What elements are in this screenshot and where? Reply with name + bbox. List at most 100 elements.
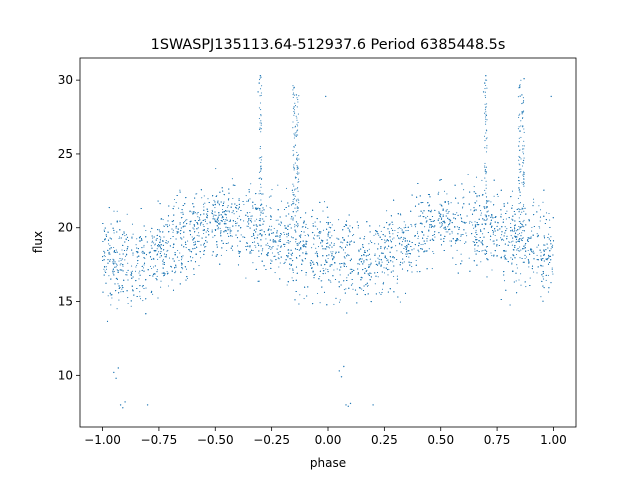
data-point <box>342 242 344 244</box>
data-point <box>386 248 388 250</box>
data-point <box>338 219 340 221</box>
data-point <box>166 250 168 252</box>
data-point <box>267 242 269 244</box>
data-point <box>474 224 476 226</box>
data-point <box>418 251 420 253</box>
data-point <box>254 244 256 247</box>
data-point <box>269 206 271 209</box>
data-point <box>290 218 292 220</box>
data-point <box>329 280 331 282</box>
data-point <box>283 233 285 235</box>
data-point <box>231 212 233 214</box>
data-point <box>438 191 440 193</box>
data-point <box>330 281 332 283</box>
data-point <box>172 223 174 225</box>
data-point <box>135 244 137 246</box>
data-point <box>216 201 219 203</box>
data-point <box>427 235 429 237</box>
data-point <box>336 268 338 270</box>
data-point <box>317 264 319 266</box>
data-point <box>275 219 277 221</box>
data-point <box>441 222 443 224</box>
data-point <box>213 199 215 201</box>
data-point <box>522 237 524 239</box>
data-point <box>336 237 338 239</box>
data-point <box>277 184 279 186</box>
data-point <box>473 227 475 229</box>
data-point <box>521 232 523 234</box>
data-point <box>403 221 405 223</box>
data-point <box>393 275 395 278</box>
data-point <box>203 232 205 235</box>
data-point <box>404 237 406 239</box>
data-point <box>185 268 188 270</box>
data-point <box>287 255 289 257</box>
data-point <box>411 225 413 227</box>
data-point <box>124 255 127 257</box>
data-point <box>116 269 118 271</box>
data-point <box>142 253 144 255</box>
data-point <box>416 233 419 235</box>
data-point <box>335 253 337 255</box>
data-point <box>438 211 440 213</box>
data-point <box>261 234 263 236</box>
data-point <box>116 308 118 310</box>
data-point <box>461 207 464 209</box>
data-point <box>463 189 465 191</box>
data-point <box>164 256 166 258</box>
data-point <box>370 262 372 264</box>
data-point <box>165 239 167 242</box>
data-point <box>271 225 273 227</box>
data-point <box>314 252 316 254</box>
data-point <box>550 236 552 238</box>
data-point <box>178 259 180 262</box>
data-point <box>125 234 128 236</box>
data-point <box>447 226 449 228</box>
data-point <box>236 211 238 213</box>
data-point <box>517 234 519 236</box>
data-point <box>446 212 448 214</box>
data-point <box>317 246 320 248</box>
data-point <box>265 205 267 207</box>
data-point <box>103 268 105 270</box>
data-point <box>178 207 180 209</box>
data-point <box>325 268 327 270</box>
data-point <box>166 224 169 226</box>
data-point <box>135 251 137 253</box>
data-point <box>329 231 331 233</box>
data-point <box>402 238 404 241</box>
data-point <box>542 265 544 267</box>
data-point <box>105 266 107 268</box>
data-point <box>326 242 328 245</box>
data-point <box>295 241 297 243</box>
data-point <box>384 239 386 241</box>
data-point <box>492 231 494 233</box>
data-point <box>231 230 233 232</box>
data-point <box>349 268 351 270</box>
data-point <box>475 231 477 233</box>
data-point <box>442 214 444 216</box>
data-point <box>182 268 184 270</box>
data-point <box>127 262 129 264</box>
data-point <box>313 243 315 245</box>
data-point <box>525 256 528 258</box>
data-point <box>451 232 453 234</box>
data-point <box>194 212 197 214</box>
data-point <box>327 257 329 260</box>
data-point <box>420 243 422 246</box>
data-point <box>422 243 424 245</box>
data-point <box>162 231 164 233</box>
data-point <box>531 230 533 232</box>
data-point <box>141 286 143 288</box>
data-point <box>139 298 142 300</box>
data-point <box>399 238 401 240</box>
data-point <box>299 235 301 238</box>
data-point <box>338 301 341 303</box>
data-point <box>220 233 222 235</box>
data-point <box>456 249 458 251</box>
data-point <box>221 208 224 211</box>
data-point <box>511 218 513 220</box>
data-point <box>531 251 533 253</box>
data-point <box>113 270 115 272</box>
data-point <box>536 259 538 261</box>
